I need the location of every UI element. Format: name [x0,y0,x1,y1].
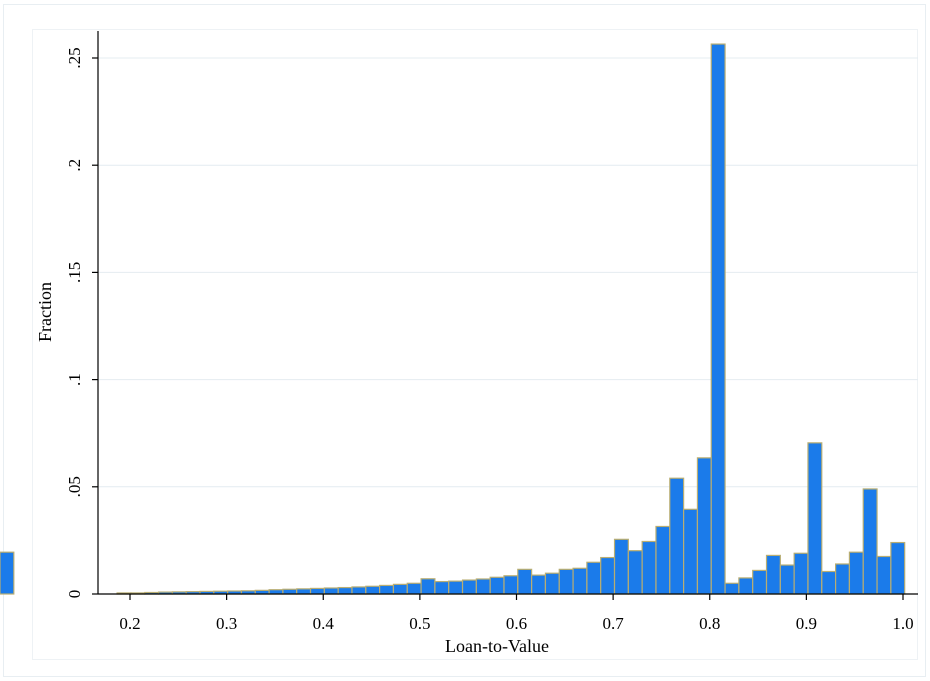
x-tick-label-1: 0.3 [216,614,237,633]
x-tick-label-7: 0.9 [796,614,817,633]
y-tick-label-2: .1 [65,373,84,386]
bar-33 [572,567,588,595]
bar-28 [503,575,519,595]
x-tick-label-0: 0.2 [119,614,140,633]
bar-37 [627,550,643,595]
x-tick-labels: 0.2 0.3 0.4 0.5 0.6 0.7 0.8 0.9 1.0 [119,614,913,633]
x-tick-label-8: 1.0 [892,614,913,633]
y-tick-labels: 0 .05 .1 .15 .2 .25 [65,47,84,598]
bar-51 [821,570,837,595]
bar-16 [337,586,353,595]
bar-32 [558,568,574,595]
bar-45 [738,577,754,595]
bar-22 [420,578,436,595]
axes [92,31,918,600]
bar-19 [379,584,395,595]
bar-48 [779,564,795,595]
bar-15 [323,587,339,595]
bars [0,43,906,595]
bar-17 [351,586,367,595]
bar-14 [309,587,325,595]
bar-25 [461,579,477,595]
bar-49 [793,552,809,595]
bar-50 [807,442,823,595]
bar-21 [406,582,422,595]
bar-41 [683,508,699,595]
bar-38 [641,540,657,595]
bar-13 [296,588,312,595]
bar-55 [876,555,892,595]
y-tick-label-1: .05 [65,476,84,497]
bar-46 [752,569,768,595]
y-axis-title: Fraction [35,282,55,342]
bar-53 [848,551,864,595]
y-tick-label-5: .25 [65,47,84,68]
plot-region-frame [32,29,918,660]
bar-43 [710,43,726,595]
bar-20 [392,583,408,595]
bar-34 [586,561,602,595]
bar-30 [531,574,547,595]
bar-36 [613,538,629,595]
y-tick-label-3: .15 [65,262,84,283]
bar-52 [835,563,851,595]
x-tick-label-5: 0.7 [603,614,625,633]
x-tick-label-2: 0.4 [313,614,335,633]
bar-31 [544,572,560,595]
bar-24 [448,580,464,595]
x-axis-title: Loan-to-Value [445,636,549,656]
x-tick-label-3: 0.5 [409,614,430,633]
bar-44 [724,582,740,595]
bar-26 [475,578,491,595]
y-tick-label-4: .2 [65,159,84,172]
y-tick-label-0: 0 [65,590,84,599]
x-tick-label-4: 0.6 [506,614,527,633]
bar-18 [365,585,381,595]
bar-35 [600,556,616,595]
bar-12 [282,588,298,595]
bar-40 [669,477,685,595]
bar-54 [862,488,878,595]
x-tick-label-6: 0.8 [699,614,720,633]
grid-lines [98,57,918,488]
bar-57 [0,551,15,595]
bar-56 [890,541,906,595]
bar-23 [434,580,450,595]
bar-27 [489,576,505,595]
bar-42 [696,457,712,595]
bar-29 [517,568,533,595]
bar-47 [765,554,781,595]
bar-39 [655,525,671,595]
bar-11 [268,589,284,595]
